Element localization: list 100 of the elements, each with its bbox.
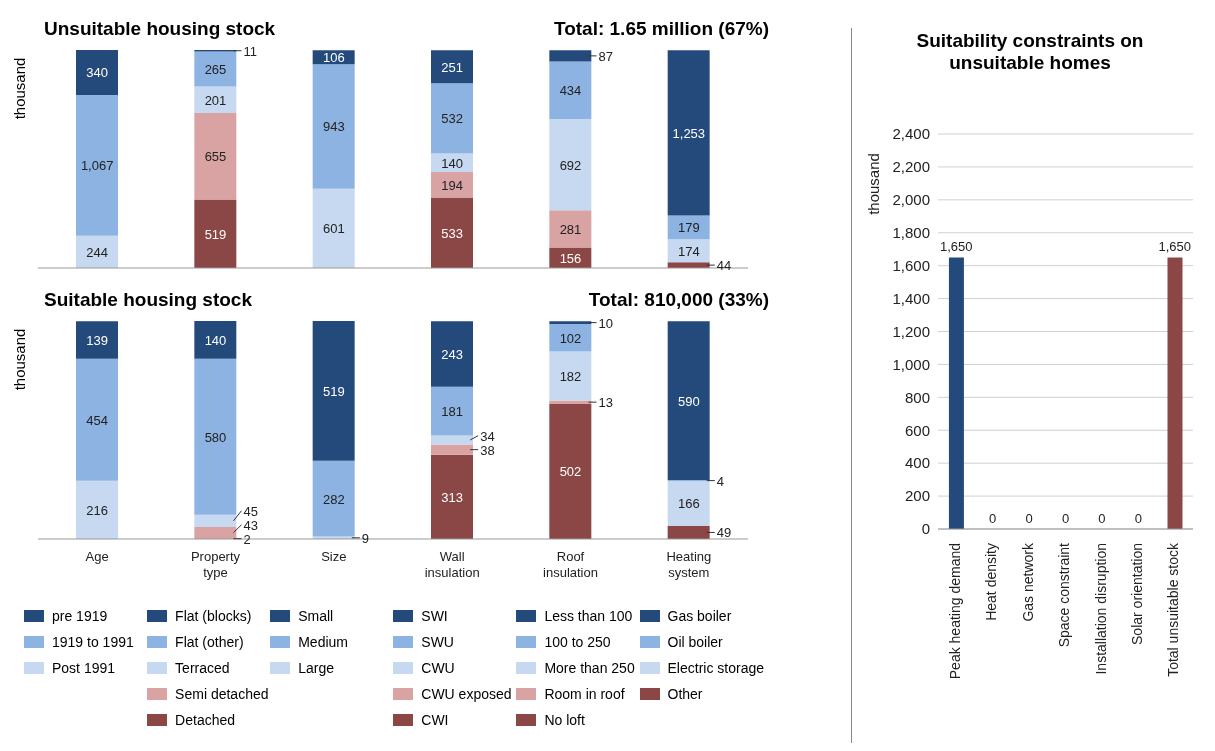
x-tick-label: Roof insulation [543,549,598,580]
legend-label: Gas boiler [667,608,732,624]
data-label: 0 [1061,511,1070,526]
data-label: 1,650 [939,239,973,255]
data-label: 87 [598,48,613,64]
data-label: 340 [86,65,109,81]
data-label: 201 [204,92,227,108]
data-label: 655 [204,149,227,165]
legend-label: Other [667,686,703,702]
data-label: 434 [559,83,582,99]
data-label: 102 [559,330,582,346]
data-label: 1,067 [80,158,114,174]
chart-title: Unsuitable housing stock [44,18,276,39]
data-label: 179 [677,220,700,236]
data-label: 9 [361,530,370,546]
data-label: 156 [559,250,582,266]
y-tick-label: 0 [921,520,930,538]
legend-label: Electric storage [667,660,764,676]
data-label: 44 [716,258,732,274]
x-tick-label: Gas network [1019,542,1036,622]
data-label: 4 [716,473,725,489]
legend-label: CWI [421,712,449,728]
x-tick-label: Installation disruption [1092,543,1109,675]
data-label: 11 [243,43,257,59]
data-label: 0 [989,511,997,526]
legend-label: 1919 to 1991 [52,634,134,650]
y-tick-label: 1,200 [892,322,930,340]
y-tick-label: 800 [904,388,930,406]
data-label: 182 [559,368,582,384]
legend-label: SWU [421,634,454,650]
data-label: 590 [677,393,700,409]
data-label: 519 [322,383,345,399]
legend-label: Flat (other) [175,634,244,650]
data-label: 281 [559,221,582,237]
legend-label: Large [298,660,335,676]
x-tick-label: Age [85,549,109,564]
y-tick-label: 1,800 [892,224,930,242]
data-label: 106 [322,50,345,66]
legend-label: Terraced [175,660,230,676]
y-tick-label: 400 [904,454,930,472]
x-tick-label: Heat density [983,543,1000,621]
data-label: 1,650 [1158,239,1192,255]
data-label: 244 [86,244,109,260]
data-label: 0 [1134,511,1142,526]
chart-title: Suitability constraints on unsuitable homes [915,30,1145,74]
data-label: 139 [86,332,109,348]
data-label: 194 [441,177,464,193]
y-tick-label: 1,600 [892,256,930,274]
x-tick-label: Solar orientation [1129,543,1146,645]
data-label: 580 [204,429,227,445]
data-label: 0 [1098,511,1106,526]
data-label: 181 [441,404,464,420]
legend-label: Small [298,608,334,624]
legend-label: Post 1991 [52,660,116,676]
data-label: 502 [559,464,582,480]
data-label: 140 [204,332,227,348]
legend-label: Less than 100 [544,608,633,624]
x-tick-label: Wall insulation [424,549,480,580]
data-label: 282 [322,491,345,507]
data-label: 1,253 [672,125,706,141]
y-tick-label: 2,400 [892,125,930,143]
data-label: 10 [598,315,613,331]
data-label: 34 [480,428,495,444]
data-label: 532 [441,111,464,127]
y-tick-label: 1,000 [892,355,930,373]
y-axis-title: thousand [865,153,882,215]
legend-label: Flat (blocks) [175,608,252,624]
data-label: 2 [243,531,251,547]
data-label: 251 [441,59,464,75]
y-axis-title: thousand [11,328,29,390]
data-label: 0 [1025,511,1033,526]
x-tick-label: Peak heating demand [946,543,963,680]
x-tick-label: Size [321,549,347,564]
chart-title: Suitable housing stock [44,289,252,312]
y-tick-label: 200 [904,487,930,505]
x-tick-label: Space constraint [1056,542,1073,648]
legend-label: Medium [298,634,348,650]
data-label: 533 [441,225,464,241]
data-label: 45 [243,503,258,519]
legend-label: Semi detached [175,686,269,702]
data-label: 43 [243,517,258,533]
data-label: 454 [86,412,109,428]
legend-label: More than 250 [544,660,635,676]
data-label: 243 [441,346,464,362]
legend-label: SWI [421,608,448,624]
legend-label: 100 to 250 [544,634,611,650]
data-label: 216 [86,502,109,518]
chart-subtitle: Total: 1.65 million (67%) [553,18,769,41]
y-axis-title: thousand [11,57,29,119]
data-label: 166 [677,496,700,512]
data-label: 38 [480,442,495,458]
data-label: 174 [677,243,700,259]
legend-label: CWU [421,660,455,676]
x-tick-label: Heating system [666,549,712,580]
data-label: 943 [322,119,345,135]
data-label: 140 [441,155,464,171]
chart-subtitle: Total: 810,000 (33%) [588,289,769,312]
data-label: 519 [204,226,227,242]
data-label: 313 [441,489,464,505]
y-tick-label: 2,200 [892,158,930,176]
